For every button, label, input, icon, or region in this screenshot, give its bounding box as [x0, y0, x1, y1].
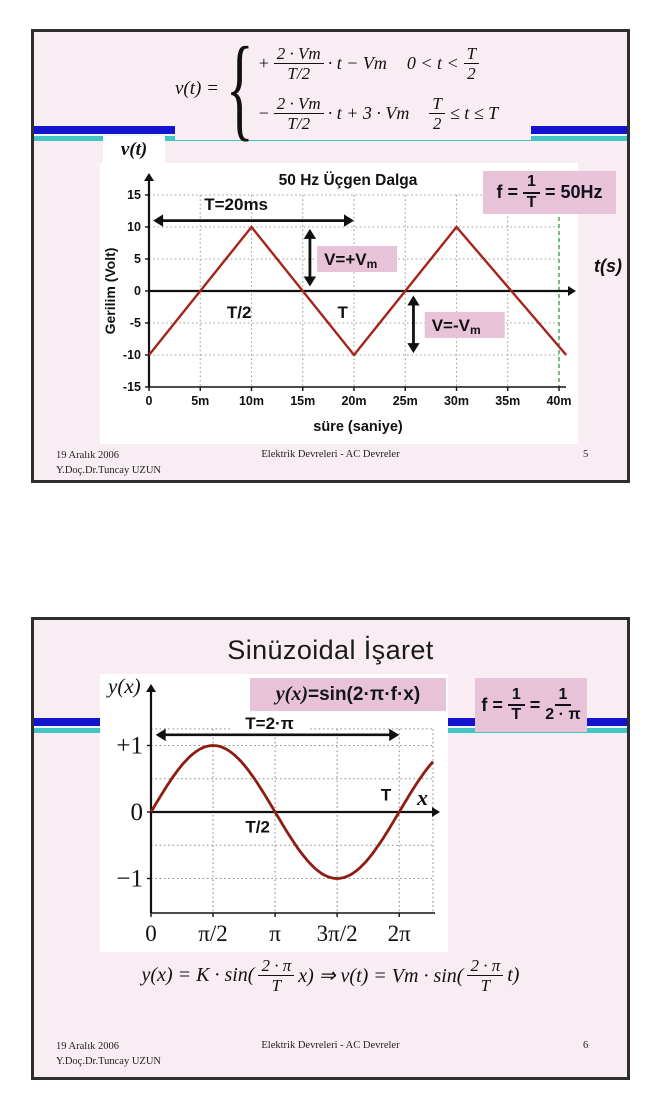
- positive-amplitude-label-bg: [317, 246, 398, 272]
- negative-amplitude-label-bg: [424, 311, 505, 338]
- svg-text:10: 10: [127, 220, 141, 234]
- footer-author: Y.Doç.Dr.Tuncay UZUN: [56, 464, 161, 476]
- svg-text:25m: 25m: [393, 394, 418, 408]
- svg-text:0: 0: [146, 394, 153, 408]
- piecewise-rows: + 2 · Vm T/2 · t − Vm 0 < t < T 2 − 2 ·: [258, 44, 498, 133]
- svg-text:15: 15: [127, 188, 141, 202]
- half-period-label: T/2: [227, 303, 252, 322]
- period-label: T=2·π: [245, 714, 293, 733]
- row2-condition: T 2 ≤ t ≤ T: [429, 94, 498, 133]
- triangle-wave-svg: 0 5m 10m 15m 20m 25m 30m 35m 40m 15 10 5 0 -5 -10 -15 T=…: [102, 172, 576, 435]
- svg-text:+1: +1: [116, 733, 143, 760]
- frequency-formula-box: f = 1 T = 50Hz: [483, 171, 616, 214]
- row1-condition-fraction: T 2: [463, 44, 480, 83]
- axes: [145, 178, 571, 391]
- svg-text:35m: 35m: [495, 394, 520, 408]
- negative-amplitude-label: V=-Vm: [432, 316, 481, 337]
- slide-5: v(t) = { + 2 · Vm T/2 · t − Vm 0 < t < T…: [31, 29, 630, 483]
- svg-text:5: 5: [134, 252, 141, 266]
- footer-course-title: Elektrik Devreleri - AC Devreler: [261, 1040, 400, 1051]
- svg-text:-10: -10: [123, 348, 141, 362]
- frequency-fraction: 1 T: [523, 173, 540, 212]
- formula-fraction-2: 2 · π T: [467, 956, 504, 995]
- period-label: T=20ms: [204, 195, 268, 214]
- row1-fraction: 2 · Vm T/2: [273, 44, 324, 83]
- svg-text:π/2: π/2: [198, 921, 228, 946]
- svg-text:-15: -15: [123, 380, 141, 394]
- half-period-label: T/2: [245, 818, 270, 837]
- svg-text:0: 0: [145, 921, 157, 946]
- svg-text:-5: -5: [130, 316, 141, 330]
- footer-page-number: 5: [583, 449, 589, 460]
- slide-footer: 19 Aralık 2006 Y.Doç.Dr.Tuncay UZUN Elek…: [34, 449, 627, 480]
- svg-text:−1: −1: [116, 866, 143, 893]
- full-period-label: T: [381, 786, 392, 805]
- footer-page-number: 6: [583, 1040, 589, 1051]
- slide-footer: 19 Aralık 2006 Y.Doç.Dr.Tuncay UZUN Elek…: [34, 1040, 627, 1077]
- row2-fraction: 2 · Vm T/2: [273, 94, 324, 133]
- row2-condition-fraction: T 2: [429, 94, 445, 133]
- sine-wave-svg: 0 π/2 π 3π/2 2π +1 0 −1 T=2·π T/2 T x: [116, 684, 440, 946]
- frequency-fraction-1: 1 T: [507, 686, 525, 725]
- svg-text:π: π: [269, 921, 281, 946]
- svg-text:10m: 10m: [239, 394, 264, 408]
- x-axis-label: süre (saniye): [313, 419, 403, 435]
- voltage-axis-variable-label: v(t): [103, 136, 165, 163]
- svg-text:2π: 2π: [388, 921, 412, 946]
- svg-text:5m: 5m: [191, 394, 209, 408]
- time-axis-end-label: t(s): [594, 256, 622, 276]
- row1-tail: · t − Vm: [327, 52, 387, 73]
- frequency-fraction-2: 1 2 · π: [545, 685, 581, 723]
- equation-rhs: =sin(2·π·f·x): [308, 683, 421, 705]
- svg-text:20m: 20m: [341, 394, 366, 408]
- svg-text:40m: 40m: [546, 394, 571, 408]
- piecewise-row-1: + 2 · Vm T/2 · t − Vm 0 < t < T 2: [258, 44, 498, 83]
- slide-6: Sinüzoidal İşaret y(x) 0 π/2 π 3π/2 2π +1 0 −1 T…: [31, 617, 630, 1080]
- positive-amplitude-label: V=+Vm: [324, 250, 377, 271]
- footer-author: Y.Doç.Dr.Tuncay UZUN: [56, 1055, 161, 1067]
- y-axis-label: Gerilim (Volt): [102, 248, 118, 335]
- svg-text:15m: 15m: [290, 394, 315, 408]
- grid: [151, 728, 434, 913]
- triangle-wave: [148, 225, 568, 357]
- footer-date: 19 Aralık 2006: [56, 450, 119, 461]
- full-period-label: T: [338, 303, 349, 322]
- row2-tail: · t + 3 · Vm: [327, 103, 410, 124]
- y-axis-variable-label: y(x): [108, 674, 141, 698]
- footer-left: 19 Aralık 2006 Y.Doç.Dr.Tuncay UZUN: [56, 449, 161, 478]
- row2-sign: −: [257, 103, 270, 124]
- sine-wave: [149, 744, 435, 880]
- svg-text:0: 0: [134, 284, 141, 298]
- formula-lhs: v(t) =: [175, 77, 219, 99]
- equation-lhs: y(x): [275, 683, 308, 705]
- row1-sign: +: [257, 52, 270, 73]
- axes: [147, 689, 435, 917]
- piecewise-row-2: − 2 · Vm T/2 · t + 3 · Vm T 2 ≤ t ≤ T: [258, 94, 498, 133]
- slide-title: Sinüzoidal İşaret: [227, 635, 434, 665]
- axis-end-label: x: [416, 785, 428, 810]
- footer-left: 19 Aralık 2006 Y.Doç.Dr.Tuncay UZUN: [56, 1040, 161, 1069]
- piecewise-formula: v(t) = { + 2 · Vm T/2 · t − Vm 0 < t < T…: [175, 29, 531, 153]
- svg-text:3π/2: 3π/2: [317, 921, 358, 946]
- row1-condition: 0 < t < T 2: [407, 44, 480, 83]
- footer-date: 19 Aralık 2006: [56, 1041, 119, 1052]
- frequency-formula-box: f = 1 T = 1 2 · π: [475, 678, 587, 732]
- formula-fraction-1: 2 · π T: [258, 956, 295, 995]
- svg-text:0: 0: [131, 799, 144, 826]
- chart-title: 50 Hz Üçgen Dalga: [279, 172, 418, 189]
- sine-equation-highlight: y(x) =sin(2·π·f·x): [250, 678, 446, 711]
- footer-course-title: Elektrik Devreleri - AC Devreler: [261, 449, 400, 460]
- general-sine-formula: y(x) = K · sin( 2 · π T x) ⇒ v(t) = Vm ·…: [141, 956, 520, 996]
- curly-brace: {: [225, 29, 254, 153]
- svg-text:30m: 30m: [444, 394, 469, 408]
